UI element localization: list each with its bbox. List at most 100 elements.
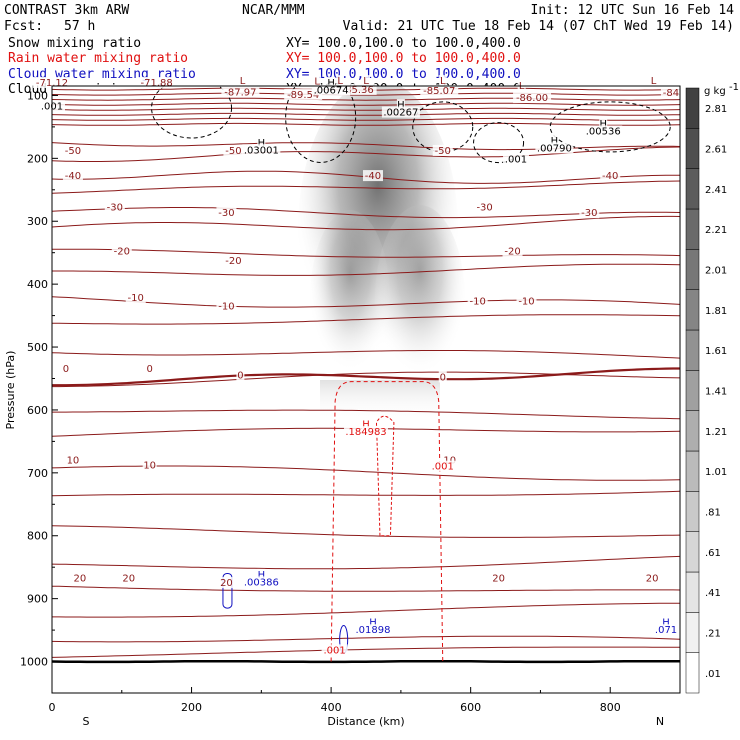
contour-label: -10 — [218, 301, 234, 312]
x-tick-label: 0 — [49, 701, 56, 714]
contour-label: -84 — [663, 88, 679, 99]
x-tick-label: 800 — [600, 701, 621, 714]
temperature-contour — [52, 490, 680, 497]
colorbar-swatch — [685, 87, 700, 129]
extremum-marker: L — [240, 76, 246, 87]
contour-label: -30 — [476, 203, 492, 214]
contour-label: -10 — [469, 296, 485, 307]
y-tick-label: 700 — [27, 467, 48, 480]
temperature-contour — [52, 102, 680, 106]
colorbar-swatch — [685, 612, 700, 653]
temperature-contour — [52, 635, 680, 643]
temperature-contour — [52, 92, 680, 96]
contour-label: -86.00 — [516, 93, 548, 104]
snow-max-marker: H — [258, 138, 266, 149]
snow-max-value: .00267 — [383, 108, 418, 119]
colorbar-tick-label: 2.81 — [705, 104, 727, 115]
colorbar-swatch — [685, 571, 700, 613]
colorbar-tick-label: 2.21 — [705, 225, 727, 236]
contour-label: 10 — [67, 455, 80, 466]
colorbar-tick-label: 1.81 — [705, 306, 727, 317]
temperature-contour — [52, 122, 680, 126]
extremum-marker: L — [440, 76, 446, 87]
x-tick-label: 200 — [181, 701, 202, 714]
model-title: CONTRAST 3km ARW — [4, 3, 129, 18]
contour-label: -30 — [581, 208, 597, 219]
temperature-contour — [52, 371, 680, 388]
temperature-contour — [52, 97, 680, 101]
contour-label: -89.54 — [287, 90, 319, 101]
contour-label: -71.12 — [36, 78, 68, 89]
contour-label: -20 — [225, 256, 241, 267]
colorbar-tick-label: .61 — [705, 548, 721, 559]
colorbar-tick-label: .41 — [705, 588, 721, 599]
colorbar-tick-label: .81 — [705, 508, 721, 519]
snow-contour — [151, 86, 233, 139]
contour-label: 20 — [74, 574, 87, 585]
snow-max-value: .03001 — [244, 145, 279, 156]
rain-contour-inner — [375, 415, 395, 537]
contour-label: 0 — [440, 372, 446, 383]
rain-max-value: .184983 — [345, 427, 386, 438]
cloud-water-max-value: .01898 — [355, 625, 390, 636]
temperature-contour — [52, 263, 680, 276]
contour-label: -50 — [225, 146, 241, 157]
field-snow-name: Snow mixing ratio — [8, 36, 141, 51]
y-tick-label: 100 — [27, 89, 48, 102]
cloud-water-max-value: .00386 — [244, 577, 279, 588]
colorbar-tick-label: .01 — [705, 669, 721, 680]
y-axis-label: Pressure (hPa) — [4, 351, 17, 430]
contour-label: 20 — [492, 574, 505, 585]
contour-label: 10 — [143, 460, 156, 471]
surface-line — [52, 659, 680, 664]
cloud-water-max-marker: H — [258, 570, 266, 581]
colorbar-tick-label: 1.61 — [705, 346, 727, 357]
colorbar-swatch — [685, 410, 700, 452]
colorbar-tick-label: 2.01 — [705, 266, 727, 277]
temperature-contour — [52, 146, 680, 162]
field-cloudwater-xy: XY= 100.0,100.0 to 100.0,400.0 — [286, 67, 521, 82]
contour-label: -20 — [114, 247, 130, 258]
temperature-contour — [52, 296, 680, 308]
colorbar-tick-label: 2.61 — [705, 145, 727, 156]
rain-max-value: .001 — [432, 462, 454, 473]
colorbar-swatch — [685, 491, 700, 532]
temperature-contour — [52, 409, 680, 420]
cloud-water-max-marker: H — [662, 618, 670, 629]
plot-frame — [51, 85, 681, 694]
colorbar-swatch — [685, 128, 700, 169]
contour-label: -30 — [107, 203, 123, 214]
extremum-marker: L — [363, 76, 369, 87]
extremum-marker: L — [314, 77, 320, 88]
snow-max-marker: H — [397, 100, 405, 111]
contour-label: -50 — [435, 146, 451, 157]
temperature-contour — [52, 585, 680, 592]
valid-time: Valid: 21 UTC Tue 18 Feb 14 (07 ChT Wed … — [343, 19, 734, 34]
rain-contour-outer — [330, 381, 444, 662]
snow-plume-right — [375, 205, 465, 395]
y-tick-label: 800 — [27, 530, 48, 543]
rain-max-value: .001 — [323, 645, 345, 656]
temperature-contour — [52, 646, 680, 658]
contour-label: 0 — [147, 364, 153, 375]
colorbar-swatch — [685, 450, 700, 492]
temperature-contour — [52, 207, 680, 219]
colorbar-tick-label: .21 — [705, 629, 721, 640]
colorbar-swatch — [685, 168, 700, 210]
colorbar-swatch — [685, 370, 700, 411]
org-title: NCAR/MMM — [242, 3, 305, 18]
plot-area — [52, 86, 680, 693]
contour-label: 20 — [122, 574, 135, 585]
colorbar-swatch — [685, 249, 700, 290]
y-tick-label: 600 — [27, 404, 48, 417]
contour-label: -50 — [65, 146, 81, 157]
contour-label: -10 — [518, 296, 534, 307]
snow-max-value: .00536 — [586, 126, 621, 137]
y-tick-label: 1000 — [20, 656, 48, 669]
temperature-contour — [52, 117, 680, 121]
y-tick-label: 200 — [27, 152, 48, 165]
colorbar-unit-exponent: -1 — [729, 82, 739, 93]
extremum-marker: L — [519, 81, 525, 92]
snow-contour — [473, 122, 525, 164]
